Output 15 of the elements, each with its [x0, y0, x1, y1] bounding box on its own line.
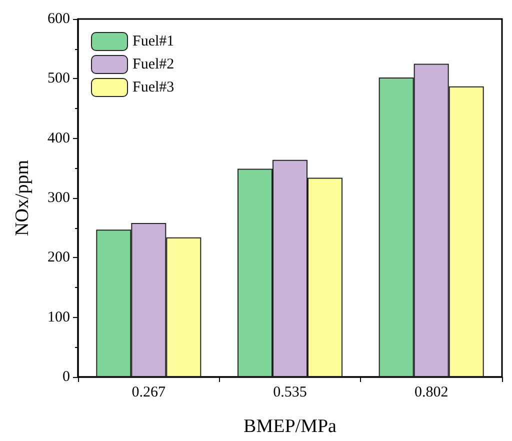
y-tick-label: 100 [48, 309, 70, 326]
x-tick-label: 0.802 [414, 384, 448, 400]
y-tick-label: 600 [48, 11, 70, 27]
legend-label: Fuel#2 [132, 56, 174, 72]
y-axis-title: NOx/ppm [12, 160, 33, 236]
y-tick-label: 400 [48, 130, 70, 146]
y-tick-label: 200 [48, 250, 70, 266]
y-tick-label: 500 [48, 70, 70, 87]
legend-label: Fuel#3 [132, 80, 174, 96]
y-tick-label: 0 [62, 369, 70, 385]
x-axis-title: BMEP/MPa [244, 416, 338, 437]
y-tick-label: 300 [48, 190, 70, 206]
x-tick-label: 0.267 [132, 384, 166, 400]
legend-label: Fuel#1 [132, 34, 174, 50]
x-tick-label: 0.535 [273, 384, 307, 400]
